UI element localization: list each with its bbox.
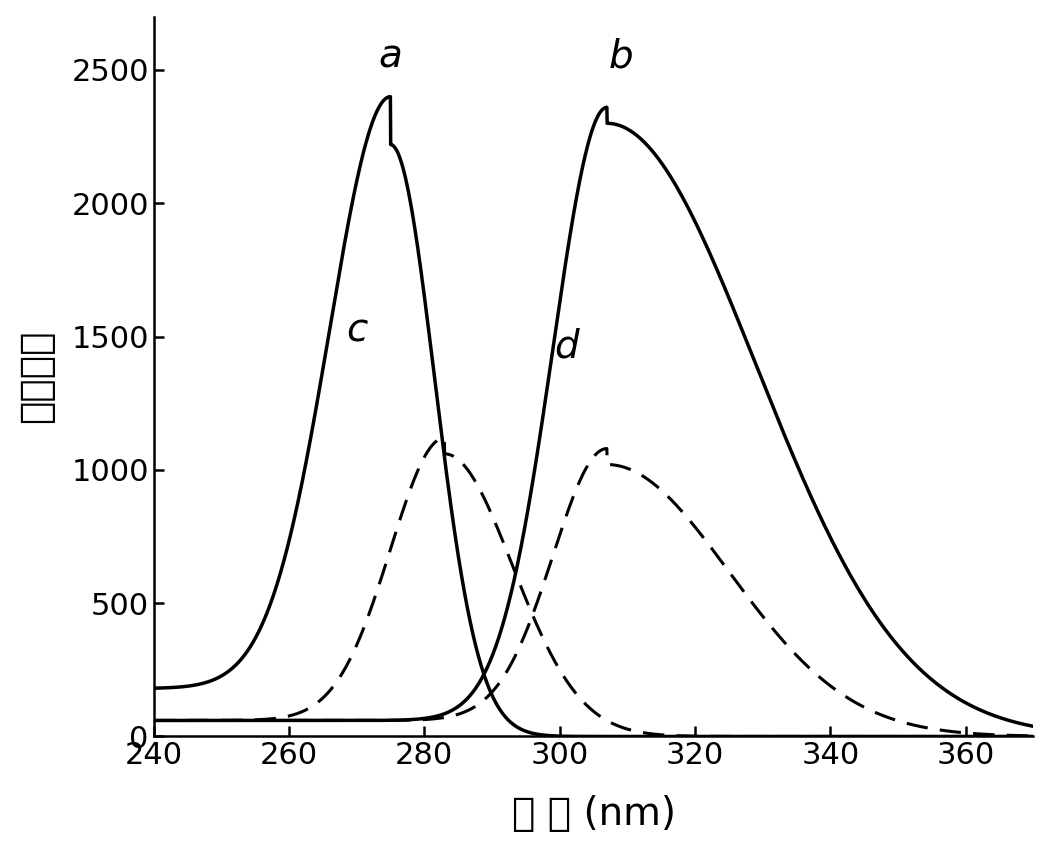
Text: c: c	[346, 312, 367, 350]
Text: d: d	[554, 328, 579, 366]
Y-axis label: 荧光强度: 荧光强度	[17, 330, 55, 423]
X-axis label: 波 长 (nm): 波 长 (nm)	[511, 796, 675, 833]
Text: b: b	[608, 37, 633, 76]
Text: a: a	[379, 37, 402, 76]
